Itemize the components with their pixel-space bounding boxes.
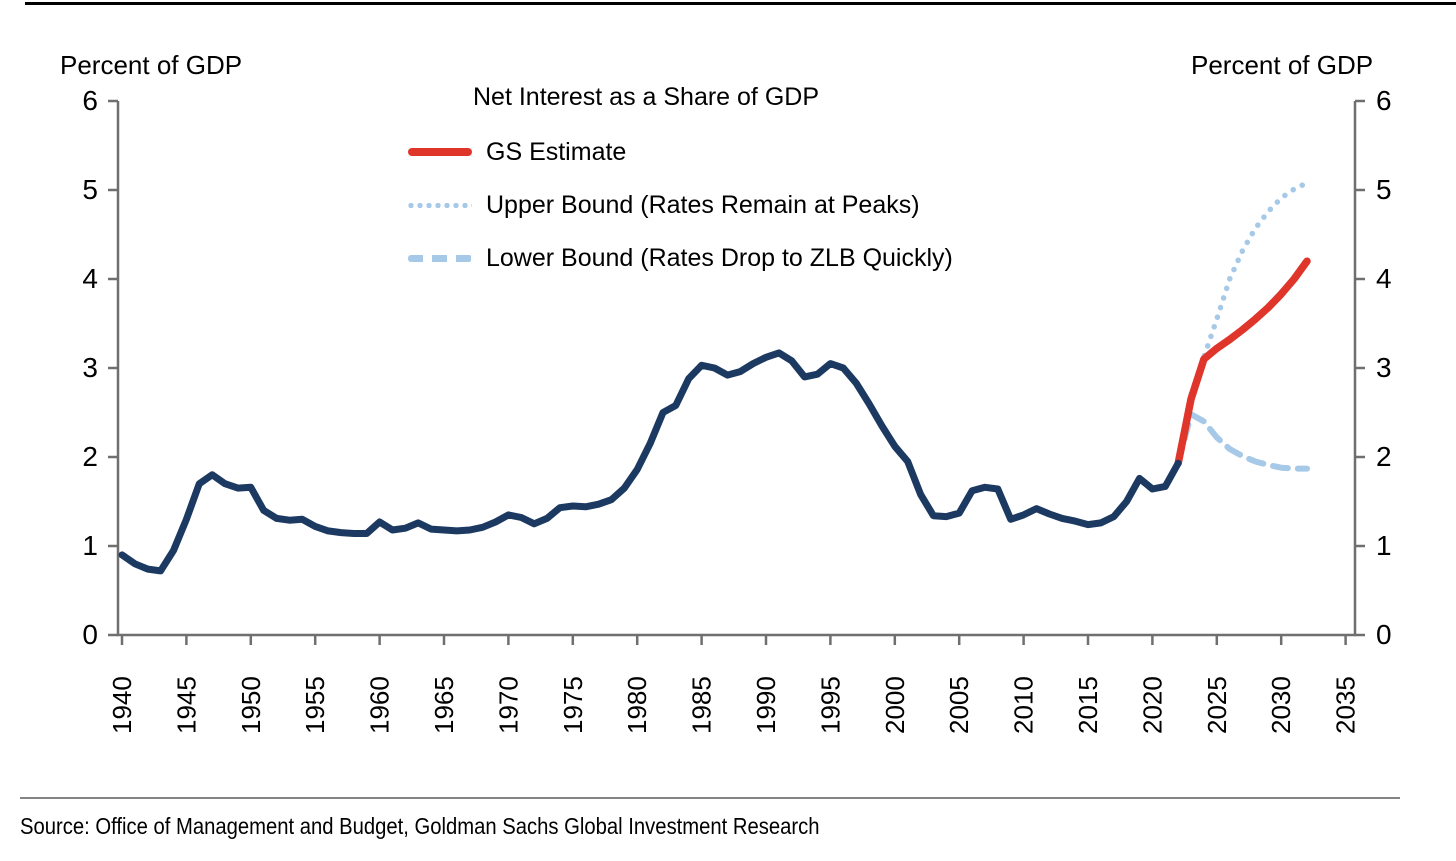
- legend-item-gs-estimate: GS Estimate: [408, 137, 953, 167]
- legend-label: Lower Bound (Rates Drop to ZLB Quickly): [486, 243, 953, 272]
- y-axis-caption-right: Percent of GDP: [1191, 50, 1374, 80]
- y-axis-caption-left: Percent of GDP: [60, 50, 243, 80]
- x-tick-label: 2000: [880, 676, 910, 734]
- x-tick-label: 2010: [1009, 676, 1039, 734]
- x-tick-label: 1955: [300, 676, 330, 734]
- x-tick-label: 2035: [1331, 676, 1361, 734]
- y-tick-label-left: 1: [82, 530, 98, 561]
- x-tick-label: 1960: [365, 676, 395, 734]
- legend-item-upper-bound: Upper Bound (Rates Remain at Peaks): [408, 190, 953, 220]
- x-ticks: 1940 1945 1950 1955 1960 1965 1970 1975 1980 1985…: [107, 635, 1361, 734]
- series-line-net-interest-history: [118, 349, 1182, 575]
- chart-title: Net Interest as a Share of GDP: [473, 83, 819, 111]
- x-tick-label: 2015: [1073, 676, 1103, 734]
- source-note: Source: Office of Management and Budget,…: [20, 813, 820, 839]
- x-tick-label: 2025: [1202, 676, 1232, 734]
- dotted-blue-line-swatch-icon: [408, 201, 472, 209]
- legend-item-lower-bound: Lower Bound (Rates Drop to ZLB Quickly): [408, 243, 953, 273]
- x-tick-label: 2020: [1137, 676, 1167, 734]
- y-tick-label-left: 2: [82, 441, 98, 472]
- y-tick-label-left: 6: [82, 85, 98, 116]
- x-tick-label: 1985: [687, 676, 717, 734]
- x-tick-label: 1965: [429, 676, 459, 734]
- y-tick-label-left: 3: [82, 352, 98, 383]
- dashed-blue-line-swatch-icon: [408, 254, 472, 262]
- chart-legend: GS Estimate Upper Bound (Rates Remain at…: [408, 137, 953, 296]
- y-tick-label-right: 4: [1376, 263, 1392, 294]
- x-tick-label: 1980: [622, 676, 652, 734]
- y-tick-label-right: 5: [1376, 174, 1392, 205]
- y-tick-label-right: 2: [1376, 441, 1392, 472]
- top-border-rule: [25, 2, 1456, 5]
- footer-divider-rule: [20, 797, 1400, 799]
- y-ticks: 0 0 1 1 2 2 3 3 4 4 5 5 6 6: [82, 85, 1391, 650]
- x-tick-label: 1975: [558, 676, 588, 734]
- x-tick-label: 1970: [493, 676, 523, 734]
- y-tick-label-right: 1: [1376, 530, 1392, 561]
- x-tick-label: 1995: [815, 676, 845, 734]
- x-tick-label: 1940: [107, 676, 137, 734]
- axes: [116, 101, 1357, 637]
- x-tick-label: 1950: [236, 676, 266, 734]
- series-line-lower-bound-rates-drop-to-zlb-quickly: [1175, 411, 1310, 472]
- y-tick-label-left: 4: [82, 263, 98, 294]
- y-tick-label-right: 0: [1376, 619, 1392, 650]
- y-tick-label-right: 3: [1376, 352, 1392, 383]
- legend-label: Upper Bound (Rates Remain at Peaks): [486, 190, 920, 219]
- series-line-gs-estimate: [1174, 257, 1311, 467]
- solid-red-line-swatch-icon: [408, 148, 472, 156]
- legend-label: GS Estimate: [486, 137, 627, 166]
- y-tick-label-left: 0: [82, 619, 98, 650]
- x-tick-label: 1945: [171, 676, 201, 734]
- x-tick-label: 2030: [1266, 676, 1296, 734]
- x-tick-label: 2005: [944, 676, 974, 734]
- y-tick-label-right: 6: [1376, 85, 1392, 116]
- y-tick-label-left: 5: [82, 174, 98, 205]
- series-line-upper-bound-rates-remain-at-peaks: [1175, 180, 1310, 466]
- x-tick-label: 1990: [751, 676, 781, 734]
